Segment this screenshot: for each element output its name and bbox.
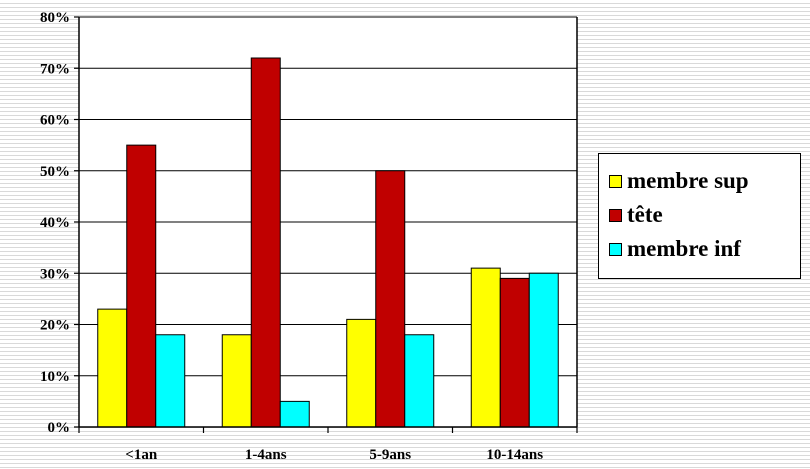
x-tick-label: 1-4ans xyxy=(245,447,287,463)
y-axis-ticks: 0% 10% 20% 30% 40% 50% 60% 70% 80% xyxy=(40,10,79,436)
y-tick-label: 40% xyxy=(40,215,70,231)
bar-membre-sup-2 xyxy=(221,334,252,428)
x-tick-label: 5-9ans xyxy=(369,447,411,463)
y-tick-label: 20% xyxy=(40,318,70,334)
bar-membre-inf-3 xyxy=(404,334,435,428)
legend-swatch-membre-inf xyxy=(609,242,622,256)
x-axis-ticks: <1an 1-4ans 5-9ans 10-14ans xyxy=(78,427,578,463)
y-tick-label: 10% xyxy=(40,369,70,385)
bar-membre-sup-3 xyxy=(346,318,377,428)
y-tick-label: 50% xyxy=(40,164,70,180)
x-tick-label: 10-14ans xyxy=(486,447,543,463)
bar-tête-1 xyxy=(126,144,157,428)
legend-label-membre-inf: membre inf xyxy=(627,236,741,261)
bar-membre-inf-2 xyxy=(279,400,310,428)
bar-membre-inf-1 xyxy=(155,334,186,428)
bar-tête-2 xyxy=(250,57,281,428)
legend-swatch-membre-sup xyxy=(609,174,622,188)
bar-tête-3 xyxy=(375,170,406,428)
bar-membre-inf-4 xyxy=(528,272,559,428)
legend-label-tete: tête xyxy=(627,202,663,227)
y-tick-label: 30% xyxy=(40,266,70,282)
bars xyxy=(97,57,559,428)
bar-membre-sup-4 xyxy=(470,267,501,428)
legend: membre sup tête membre inf xyxy=(598,153,801,279)
legend-swatch-tete xyxy=(609,208,622,222)
x-tick-label: <1an xyxy=(125,447,158,463)
legend-item-membre-sup: membre sup xyxy=(599,164,800,198)
y-tick-label: 0% xyxy=(48,420,71,436)
y-tick-label: 60% xyxy=(40,113,70,129)
legend-item-membre-inf: membre inf xyxy=(599,232,800,266)
legend-label-membre-sup: membre sup xyxy=(627,168,749,193)
y-tick-label: 80% xyxy=(40,10,70,26)
bar-membre-sup-1 xyxy=(97,308,128,428)
y-tick-label: 70% xyxy=(40,61,70,77)
bar-tête-4 xyxy=(499,277,530,428)
legend-item-tete: tête xyxy=(599,198,800,232)
